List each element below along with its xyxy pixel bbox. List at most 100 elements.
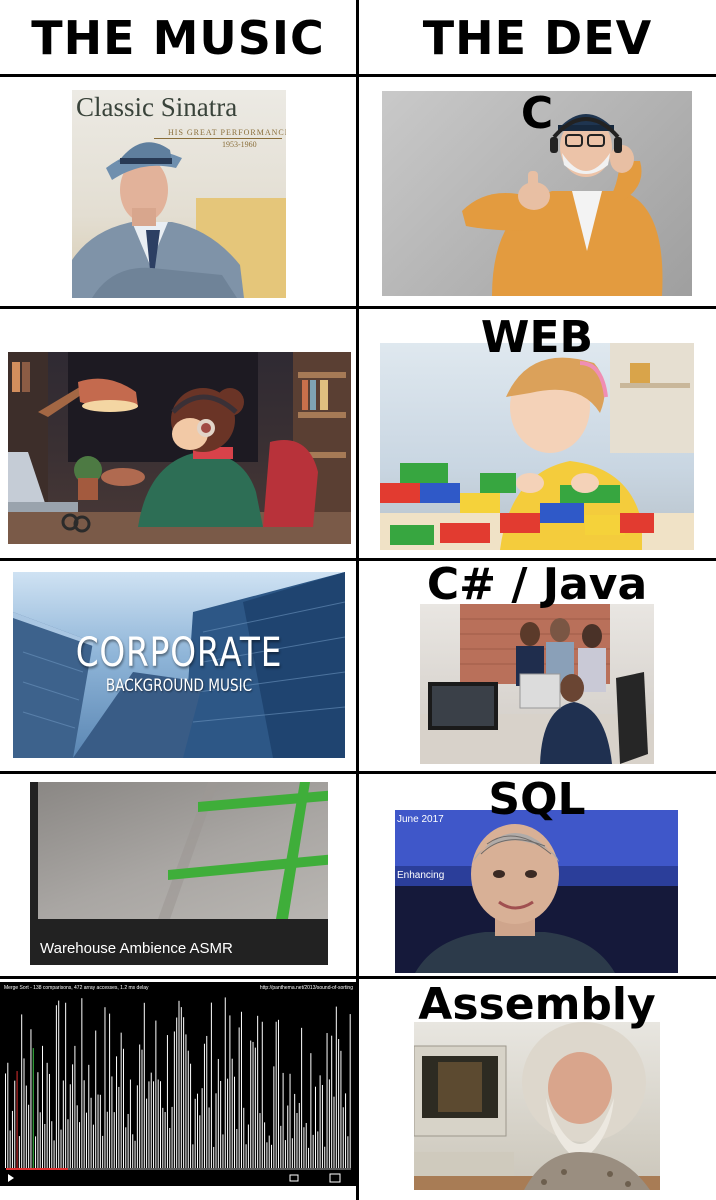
sort-bar (310, 1053, 312, 1168)
lofi-girl-illustration (8, 352, 351, 544)
center-divider (356, 0, 359, 1200)
sort-bar (69, 1084, 71, 1168)
sort-bar (97, 1094, 99, 1168)
sort-bar (157, 1079, 159, 1168)
sort-bar (277, 1019, 279, 1168)
sort-bar (150, 1072, 152, 1168)
sort-bar (127, 1113, 129, 1168)
sort-bar (217, 1058, 219, 1168)
sort-bar (51, 1121, 53, 1168)
sophia-screen-text: Enhancing (397, 870, 445, 881)
sort-bar (203, 1043, 205, 1168)
sort-bar (301, 1027, 303, 1168)
sort-bar (240, 1011, 242, 1168)
kid-building-lego-photo (380, 343, 694, 550)
sort-bar (236, 1128, 238, 1168)
control-icons (8, 1173, 341, 1183)
sort-bar (21, 1014, 23, 1168)
sort-bar (284, 1140, 286, 1168)
sort-bar (317, 1131, 319, 1168)
sort-bar (331, 1035, 333, 1168)
grandpa-figure (462, 114, 663, 296)
sort-bar (250, 1040, 252, 1168)
sort-bar (81, 998, 83, 1168)
sort-bar (245, 1144, 247, 1168)
sort-bar (333, 1096, 335, 1168)
album-years: 1953-1960 (222, 140, 257, 149)
sort-bar (340, 1050, 342, 1168)
sort-bar (125, 1127, 127, 1168)
sinatra-album-cover: Classic Sinatra HIS GREAT PERFORMANCES 1… (72, 90, 286, 298)
sort-bar (113, 1112, 115, 1168)
sort-bar (224, 997, 226, 1168)
sort-bar (247, 1124, 249, 1168)
sort-bar (111, 1076, 113, 1168)
sort-stats: Merge Sort - 138 comparisons, 472 array … (4, 985, 149, 991)
sort-bar (345, 1093, 347, 1168)
album-rule (154, 138, 282, 139)
video-progress-bar[interactable] (6, 1168, 351, 1170)
sort-bar (76, 1105, 78, 1168)
sort-bar (266, 1142, 268, 1168)
sort-bar (192, 1144, 194, 1168)
sort-bar (60, 1129, 62, 1168)
sort-bar (282, 1072, 284, 1168)
sort-bar (132, 1134, 134, 1168)
sort-bar (259, 1113, 261, 1168)
lofi-scene (8, 352, 351, 544)
sort-bar (141, 1049, 143, 1168)
sort-bar (201, 1088, 203, 1168)
row-divider-4 (0, 771, 716, 774)
sort-bar (194, 1098, 196, 1168)
sort-bar (243, 1107, 245, 1168)
corporate-music-thumbnail: CORPORATE BACKGROUND MUSIC (13, 572, 345, 758)
sort-bar (197, 1093, 199, 1168)
sort-bar (37, 1072, 39, 1168)
sort-bar (338, 1039, 340, 1168)
sort-bar (326, 1033, 328, 1168)
sort-bar (264, 1122, 266, 1168)
album-title: Classic Sinatra (76, 92, 238, 122)
sort-bar (261, 1021, 263, 1168)
sort-bar (305, 1122, 307, 1168)
header-music: THE MUSIC (31, 11, 325, 65)
video-controls[interactable] (0, 1168, 357, 1186)
row-divider-3 (0, 558, 716, 561)
sort-bar (185, 1034, 187, 1168)
kid-lego-scene (380, 343, 694, 550)
sort-bar (104, 1007, 106, 1168)
sort-bar (5, 1073, 6, 1168)
sort-bar (275, 1021, 277, 1168)
sort-bar (183, 1017, 185, 1168)
warehouse-ambience-thumbnail: Warehouse Ambience ASMR (30, 782, 328, 965)
old-dev-scene (414, 1022, 660, 1190)
sort-bar (65, 1002, 67, 1168)
sort-bar (328, 1079, 330, 1168)
sort-bar (180, 1007, 182, 1168)
sort-bar (213, 1146, 215, 1168)
sort-bar (252, 1041, 254, 1168)
sort-bar (16, 1071, 18, 1168)
sort-bar (148, 1081, 150, 1168)
sort-bar (166, 1035, 168, 1168)
sort-bar (106, 1111, 108, 1168)
floor-tape (158, 782, 328, 919)
sort-bar (312, 1134, 314, 1168)
sort-bar (159, 1081, 161, 1168)
sort-bar (67, 1119, 69, 1168)
sort-bar (347, 1136, 349, 1168)
sort-bar (187, 1050, 189, 1168)
sort-bar (294, 1093, 296, 1168)
sort-bar (35, 1136, 37, 1168)
dev-label-csharp-java: C# / Java (426, 559, 648, 610)
sort-bar (349, 1014, 351, 1168)
sophia-scene (395, 810, 678, 973)
sort-bar (229, 1015, 231, 1168)
sort-bar (173, 1031, 175, 1168)
sort-bar (321, 1084, 323, 1168)
sort-bar (155, 1020, 157, 1168)
sort-bar (220, 1080, 222, 1168)
sort-bar (32, 1048, 34, 1168)
sort-bar (85, 1112, 87, 1168)
sort-bar (14, 1080, 16, 1168)
